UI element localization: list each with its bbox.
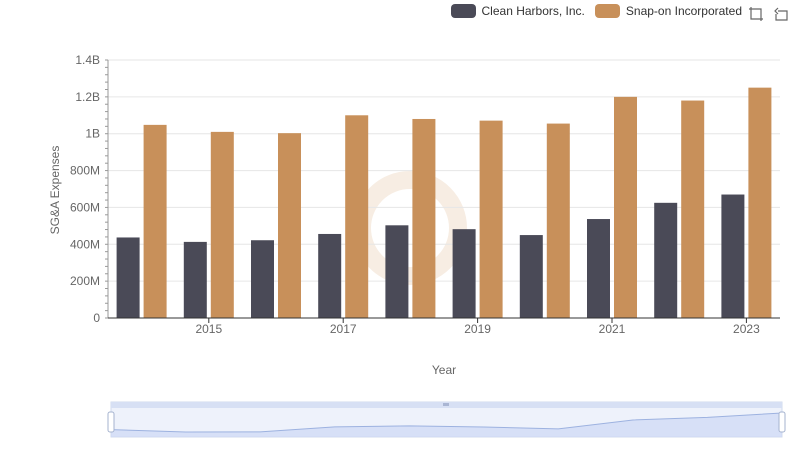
axes: 0 200M 400M 600M 800M 1B 1.2B 1.4B 2015 2017 2019 2… <box>70 53 780 336</box>
bar-snap-on-2017[interactable] <box>345 115 369 319</box>
bar-snap-on-2022[interactable] <box>681 100 705 319</box>
y-axis-label: SG&A Expenses <box>48 146 62 235</box>
y-tick-label: 800M <box>70 164 100 178</box>
bar-clean-harbors-2015[interactable] <box>183 241 207 318</box>
toolbox <box>748 6 790 22</box>
bar-clean-harbors-2020[interactable] <box>519 235 543 318</box>
zoom-handle-right[interactable] <box>778 411 786 433</box>
bar-clean-harbors-2017[interactable] <box>318 233 342 318</box>
bar-snap-on-2018[interactable] <box>412 118 436 318</box>
bar-snap-on-2020[interactable] <box>546 123 570 318</box>
y-tick-label: 200M <box>70 274 100 288</box>
bars <box>116 87 772 319</box>
bar-snap-on-2021[interactable] <box>614 96 637 318</box>
legend: Clean Harbors, Inc. Snap-on Incorporated <box>450 4 742 18</box>
zoom-icon[interactable] <box>748 6 764 22</box>
watermark-ring <box>353 171 467 285</box>
x-tick-label: 2015 <box>195 322 222 336</box>
legend-item-clean-harbors[interactable]: Clean Harbors, Inc. <box>450 4 585 18</box>
watermark-logo <box>353 171 467 285</box>
legend-swatch-clean-harbors <box>450 4 476 18</box>
x-tick-label: 2019 <box>464 322 491 336</box>
bar-snap-on-2023[interactable] <box>748 87 772 319</box>
legend-label-clean-harbors: Clean Harbors, Inc. <box>481 4 585 18</box>
x-tick-label: 2017 <box>330 322 357 336</box>
zoom-grip[interactable] <box>443 403 449 406</box>
y-tick-label: 0 <box>93 311 100 325</box>
bar-snap-on-2015[interactable] <box>210 131 234 318</box>
x-axis-label: Year <box>432 363 456 377</box>
bar-clean-harbors-2014[interactable] <box>116 237 140 318</box>
data-zoom-slider[interactable] <box>107 401 786 438</box>
zoom-handle-left[interactable] <box>107 411 115 433</box>
y-tick-label: 400M <box>70 237 100 251</box>
x-tick-label: 2021 <box>599 322 626 336</box>
zoom-overview-line <box>110 412 783 433</box>
legend-label-snap-on: Snap-on Incorporated <box>625 4 742 18</box>
y-tick-label: 1.2B <box>75 90 100 104</box>
bar-clean-harbors-2016[interactable] <box>251 240 274 318</box>
bar-snap-on-2019[interactable] <box>479 120 503 318</box>
y-tick-label: 600M <box>70 200 100 214</box>
bar-clean-harbors-2023[interactable] <box>721 194 745 318</box>
bar-clean-harbors-2019[interactable] <box>452 229 476 318</box>
y-tick-label: 1.4B <box>75 53 100 67</box>
restore-icon[interactable] <box>774 6 790 22</box>
legend-item-snap-on[interactable]: Snap-on Incorporated <box>594 4 742 18</box>
bar-snap-on-2014[interactable] <box>143 124 167 319</box>
y-tick-label: 1B <box>85 127 100 141</box>
x-tick-label: 2023 <box>733 322 760 336</box>
bar-clean-harbors-2022[interactable] <box>654 202 678 318</box>
bar-snap-on-2016[interactable] <box>278 133 301 318</box>
bar-clean-harbors-2018[interactable] <box>385 225 409 318</box>
bar-clean-harbors-2021[interactable] <box>587 219 610 318</box>
legend-swatch-snap-on <box>594 4 620 18</box>
